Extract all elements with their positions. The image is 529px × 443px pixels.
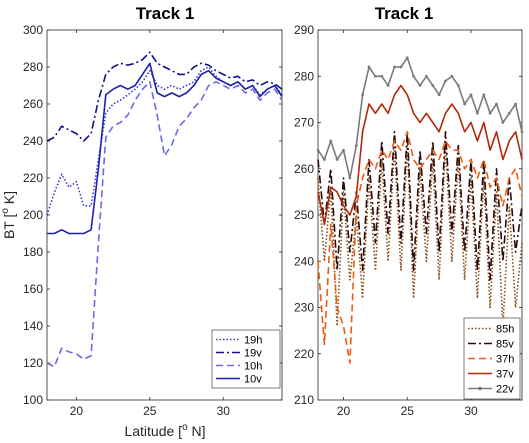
ytick-label: 240 bbox=[23, 134, 43, 148]
series-point-22v bbox=[373, 74, 377, 78]
ytick-label: 260 bbox=[294, 162, 314, 176]
right-legend: 85h 85v 37h 37v 22v bbox=[463, 317, 521, 400]
series-point-22v bbox=[482, 93, 486, 97]
ytick-label: 240 bbox=[294, 254, 314, 268]
series-point-22v bbox=[520, 130, 524, 134]
series-point-22v bbox=[456, 84, 460, 87]
legend-label-85v: 85v bbox=[496, 339, 514, 351]
ytick-label: 290 bbox=[294, 23, 314, 37]
xtick-label: 20 bbox=[337, 404, 351, 418]
series-point-22v bbox=[501, 121, 505, 124]
right-chart-title: Track 1 bbox=[375, 4, 434, 23]
left-chart-title: Track 1 bbox=[136, 4, 195, 23]
legend-label-19h: 19h bbox=[244, 335, 262, 347]
legend-label-10v: 10v bbox=[244, 374, 262, 386]
series-point-22v bbox=[380, 74, 384, 78]
series-line-10v bbox=[47, 62, 283, 235]
series-point-22v bbox=[342, 148, 345, 152]
series-point-22v bbox=[399, 65, 403, 69]
series-point-22v bbox=[507, 111, 511, 115]
xtick-label: 25 bbox=[143, 404, 157, 418]
series-line-37h bbox=[317, 131, 523, 364]
series-point-22v bbox=[469, 93, 473, 97]
ytick-label: 260 bbox=[23, 97, 43, 111]
ytick-label: 220 bbox=[294, 347, 314, 361]
ytick-label: 280 bbox=[294, 69, 314, 83]
series-point-22v bbox=[475, 111, 479, 115]
series-point-22v bbox=[405, 56, 409, 60]
series-point-22v bbox=[444, 79, 447, 83]
series-point-22v bbox=[431, 84, 435, 87]
right-chart: Track 1 210 220 230 240 250 260 270 280 290 20 25 3… bbox=[294, 4, 524, 418]
legend-label-10h: 10h bbox=[244, 361, 262, 373]
legend-label-19v: 19v bbox=[244, 348, 262, 360]
legend-label-85h: 85h bbox=[496, 324, 514, 336]
series-point-22v bbox=[418, 84, 422, 87]
series-point-22v bbox=[450, 74, 454, 78]
series-point-22v bbox=[335, 158, 339, 161]
ytick-label: 210 bbox=[294, 393, 314, 407]
ytick-label: 280 bbox=[23, 60, 43, 74]
ytick-label: 230 bbox=[294, 301, 314, 315]
left-xlabel: Latitude [o N] bbox=[124, 422, 205, 439]
series-point-22v bbox=[424, 74, 428, 78]
series-point-22v bbox=[412, 74, 416, 78]
series-point-22v bbox=[495, 102, 498, 106]
xtick-label: 30 bbox=[464, 404, 478, 418]
xtick-label: 25 bbox=[401, 404, 415, 418]
left-ylabel: BT [o K] bbox=[0, 191, 17, 239]
ytick-label: 200 bbox=[23, 208, 43, 222]
series-point-22v bbox=[354, 144, 358, 148]
series-line-10h bbox=[46, 81, 283, 368]
series-point-22v bbox=[322, 158, 326, 161]
ytick-label: 100 bbox=[23, 393, 43, 407]
ytick-label: 300 bbox=[23, 23, 43, 37]
series-line-19v bbox=[46, 51, 283, 142]
ytick-label: 140 bbox=[23, 319, 43, 333]
series-line-37v bbox=[317, 84, 523, 226]
ytick-label: 120 bbox=[23, 356, 43, 370]
series-point-22v bbox=[393, 65, 396, 69]
legend-marker-22v bbox=[478, 386, 482, 391]
legend-label-37h: 37h bbox=[496, 354, 514, 366]
series-point-22v bbox=[316, 148, 320, 152]
ytick-label: 180 bbox=[23, 245, 43, 259]
ytick-label: 270 bbox=[294, 116, 314, 130]
series-point-22v bbox=[386, 84, 390, 87]
left-chart: Track 1 100 120 140 160 180 200 220 240 260 280 30… bbox=[0, 4, 283, 439]
legend-label-37v: 37v bbox=[496, 369, 514, 381]
xtick-label: 20 bbox=[70, 404, 84, 418]
xtick-label: 30 bbox=[217, 404, 231, 418]
series-point-22v bbox=[437, 93, 441, 97]
series-point-22v bbox=[488, 111, 492, 115]
series-point-22v bbox=[329, 139, 333, 143]
ytick-label: 220 bbox=[23, 171, 43, 185]
series-point-22v bbox=[514, 102, 518, 106]
series-point-22v bbox=[463, 102, 467, 106]
ytick-label: 160 bbox=[23, 282, 43, 296]
series-point-22v bbox=[361, 93, 365, 97]
ytick-label: 250 bbox=[294, 208, 314, 222]
series-point-22v bbox=[348, 176, 352, 180]
legend-label-22v: 22v bbox=[496, 384, 514, 396]
series-point-22v bbox=[367, 65, 371, 69]
